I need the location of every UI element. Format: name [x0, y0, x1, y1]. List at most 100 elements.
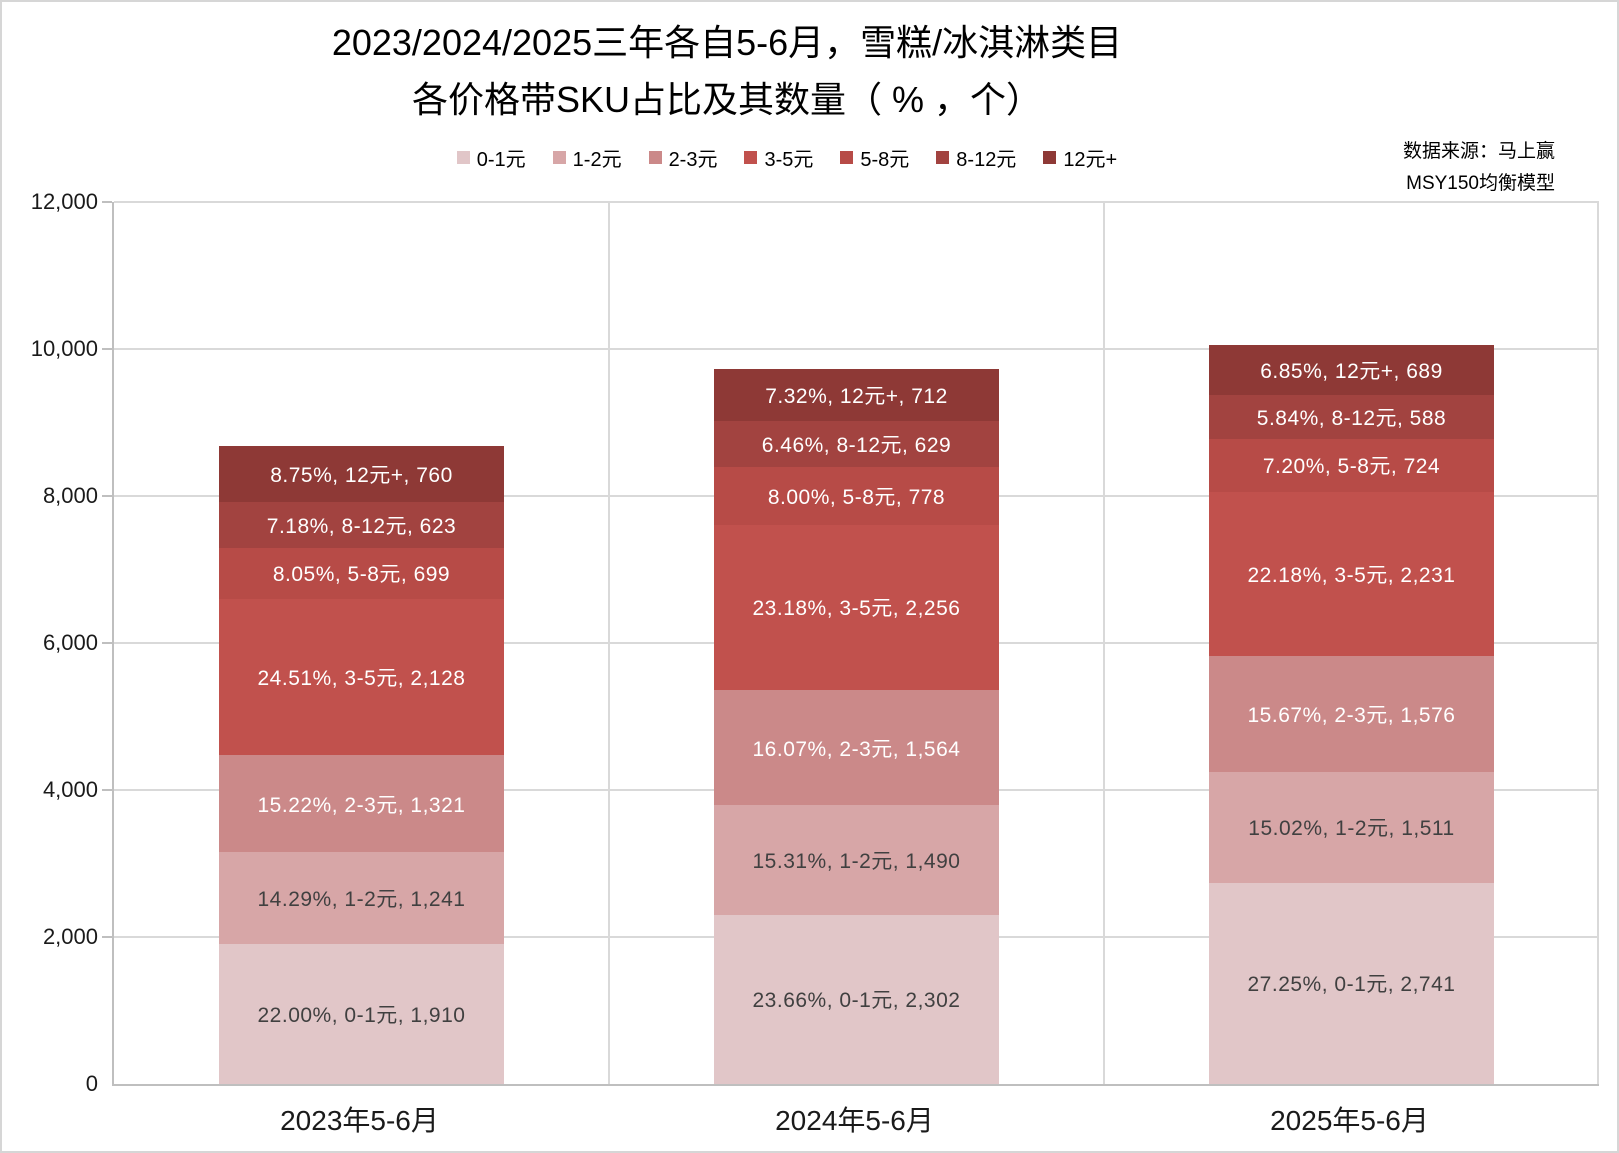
segment-label: 27.25%, 0-1元, 2,741: [1247, 973, 1456, 997]
chart-title: 2023/2024/2025三年各自5-6月，雪糕/冰淇淋类目 各价格带SKU占…: [2, 14, 1452, 128]
y-axis-tick: [102, 494, 112, 497]
bar-segment: 6.85%, 12元+, 689: [1209, 344, 1494, 396]
gridline: [114, 201, 1599, 203]
bar-segment: 14.29%, 1-2元, 1,241: [219, 852, 504, 944]
bar-segment: 23.18%, 3-5元, 2,256: [714, 524, 999, 691]
legend-swatch-icon: [936, 151, 950, 164]
bar-segment: 24.51%, 3-5元, 2,128: [219, 598, 504, 756]
legend-item: 8-12元: [936, 143, 1016, 172]
segment-label: 8.05%, 5-8元, 699: [272, 563, 451, 587]
segment-label: 15.22%, 2-3元, 1,321: [257, 793, 466, 817]
bar-segment: 22.18%, 3-5元, 2,231: [1209, 491, 1494, 656]
chart-title-line1: 2023/2024/2025三年各自5-6月，雪糕/冰淇淋类目: [331, 22, 1123, 63]
legend-swatch-icon: [648, 151, 662, 164]
segment-label: 8.00%, 5-8元, 778: [767, 485, 946, 509]
bar-segment: 8.75%, 12元+, 760: [219, 445, 504, 502]
legend-label: 2-3元: [668, 149, 718, 171]
bar-segment: 8.00%, 5-8元, 778: [714, 467, 999, 525]
data-source-line2: MSY150均衡模型: [1406, 173, 1555, 194]
segment-label: 23.18%, 3-5元, 2,256: [752, 597, 961, 621]
y-axis-tick: [102, 936, 112, 938]
gridline: [114, 347, 1599, 350]
segment-label: 15.31%, 1-2元, 1,490: [752, 850, 961, 874]
bar-segment: 15.22%, 2-3元, 1,321: [219, 755, 504, 853]
y-axis-tick: [102, 642, 112, 644]
legend-label: 5-8元: [860, 149, 910, 171]
legend-item: 1-2元: [552, 143, 622, 172]
bar-segment: 5.84%, 8-12元, 588: [1209, 395, 1494, 439]
segment-label: 6.46%, 8-12元, 629: [761, 434, 952, 458]
x-axis-label: 2024年5-6月: [775, 1105, 934, 1136]
segment-label: 6.85%, 12元+, 689: [1260, 359, 1443, 383]
segment-label: 5.84%, 8-12元, 588: [1256, 406, 1447, 430]
bar-segment: 15.31%, 1-2元, 1,490: [714, 805, 999, 915]
segment-label: 15.02%, 1-2元, 1,511: [1248, 817, 1455, 841]
legend-item: 12元+: [1043, 143, 1117, 172]
bar-segment: 15.02%, 1-2元, 1,511: [1209, 771, 1494, 883]
segment-label: 24.51%, 3-5元, 2,128: [257, 667, 466, 691]
bar-segment: 8.05%, 5-8元, 699: [219, 547, 504, 599]
legend-swatch-icon: [552, 151, 566, 164]
plot-area: 8.75%, 12元+, 760 7.18%, 8-12元, 623 8.05%, …: [102, 201, 1599, 1086]
y-axis-label: 0: [85, 1071, 98, 1096]
y-axis-label: 8,000: [42, 482, 98, 508]
legend-swatch-icon: [456, 151, 470, 164]
y-axis-tick: [102, 788, 112, 791]
bar-slot: 7.32%, 12元+, 712 6.46%, 8-12元, 629 8.00%, …: [609, 202, 1104, 1084]
data-source-line1: 数据来源：马上赢: [1402, 141, 1555, 162]
y-axis-labels: 0 2,000 4,000 6,000 8,000 10,000 12,000: [2, 189, 98, 1096]
y-axis-tick: [102, 347, 112, 350]
legend-item: 0-1元: [456, 143, 526, 172]
segment-label: 8.75%, 12元+, 760: [270, 463, 453, 487]
segment-label: 7.32%, 12元+, 712: [765, 384, 948, 408]
segment-label: 14.29%, 1-2元, 1,241: [257, 888, 466, 912]
legend-label: 3-5元: [764, 149, 814, 171]
y-axis-tick: [102, 201, 112, 203]
segment-label: 23.66%, 0-1元, 2,302: [752, 989, 961, 1013]
y-axis-label: 2,000: [42, 924, 98, 949]
bar-segment: 6.46%, 8-12元, 629: [714, 421, 999, 468]
legend-item: 5-8元: [840, 143, 909, 172]
stacked-bar: 8.75%, 12元+, 760 7.18%, 8-12元, 623 8.05%, …: [219, 202, 504, 1084]
legend-swatch-icon: [840, 151, 854, 164]
chart-title-line2: 各价格带SKU占比及其数量（ % ，个）: [411, 79, 1043, 120]
x-axis-label: 2025年5-6月: [1270, 1105, 1429, 1136]
segment-label: 16.07%, 2-3元, 1,564: [752, 737, 961, 761]
stacked-bar: 6.85%, 12元+, 689 5.84%, 8-12元, 588 7.20%, …: [1209, 202, 1494, 1084]
category-separator: [1597, 202, 1599, 1084]
y-axis-label: 4,000: [42, 776, 98, 802]
legend: 0-1元 1-2元 2-3元 3-5元 5-8元 8-12元 12元+: [2, 143, 1572, 172]
y-axis-label: 12,000: [30, 189, 98, 214]
data-source-note: 数据来源：马上赢 MSY150均衡模型: [1403, 136, 1555, 200]
stacked-bar: 7.32%, 12元+, 712 6.46%, 8-12元, 629 8.00%, …: [714, 202, 999, 1084]
bar-segment: 7.18%, 8-12元, 623: [219, 501, 504, 548]
category-separator: [607, 202, 610, 1084]
segment-label: 7.18%, 8-12元, 623: [266, 514, 457, 538]
bar-slot: 8.75%, 12元+, 760 7.18%, 8-12元, 623 8.05%, …: [114, 202, 609, 1084]
category-separator: [1102, 202, 1105, 1084]
segment-label: 22.18%, 3-5元, 2,231: [1247, 563, 1456, 587]
bar-segment: 7.20%, 5-8元, 724: [1209, 438, 1494, 492]
bar-segment: 23.66%, 0-1元, 2,302: [714, 914, 999, 1084]
bar-segment: 15.67%, 2-3元, 1,576: [1209, 655, 1494, 772]
bar-segment: 7.32%, 12元+, 712: [714, 368, 999, 422]
legend-label: 0-1元: [476, 149, 526, 171]
segment-label: 15.67%, 2-3元, 1,576: [1247, 703, 1456, 727]
legend-swatch-icon: [744, 151, 758, 164]
segment-label: 7.20%, 5-8元, 724: [1262, 455, 1441, 479]
bar-slot: 6.85%, 12元+, 689 5.84%, 8-12元, 588 7.20%, …: [1104, 202, 1599, 1084]
x-axis-label: 2023年5-6月: [280, 1105, 439, 1136]
legend-label: 8-12元: [956, 149, 1017, 171]
legend-label: 12元+: [1063, 149, 1118, 171]
bar-segment: 27.25%, 0-1元, 2,741: [1209, 882, 1494, 1084]
legend-swatch-icon: [1043, 151, 1057, 164]
y-axis-label: 6,000: [42, 630, 98, 655]
bar-segment: 22.00%, 0-1元, 1,910: [219, 943, 504, 1084]
x-axis-labels: 2023年5-6月 2024年5-6月 2025年5-6月: [112, 1099, 1597, 1139]
segment-label: 22.00%, 0-1元, 1,910: [257, 1003, 466, 1027]
bar-segment: 16.07%, 2-3元, 1,564: [714, 690, 999, 806]
y-axis-label: 10,000: [30, 335, 98, 361]
legend-item: 3-5元: [744, 143, 813, 172]
legend-label: 1-2元: [572, 149, 622, 171]
